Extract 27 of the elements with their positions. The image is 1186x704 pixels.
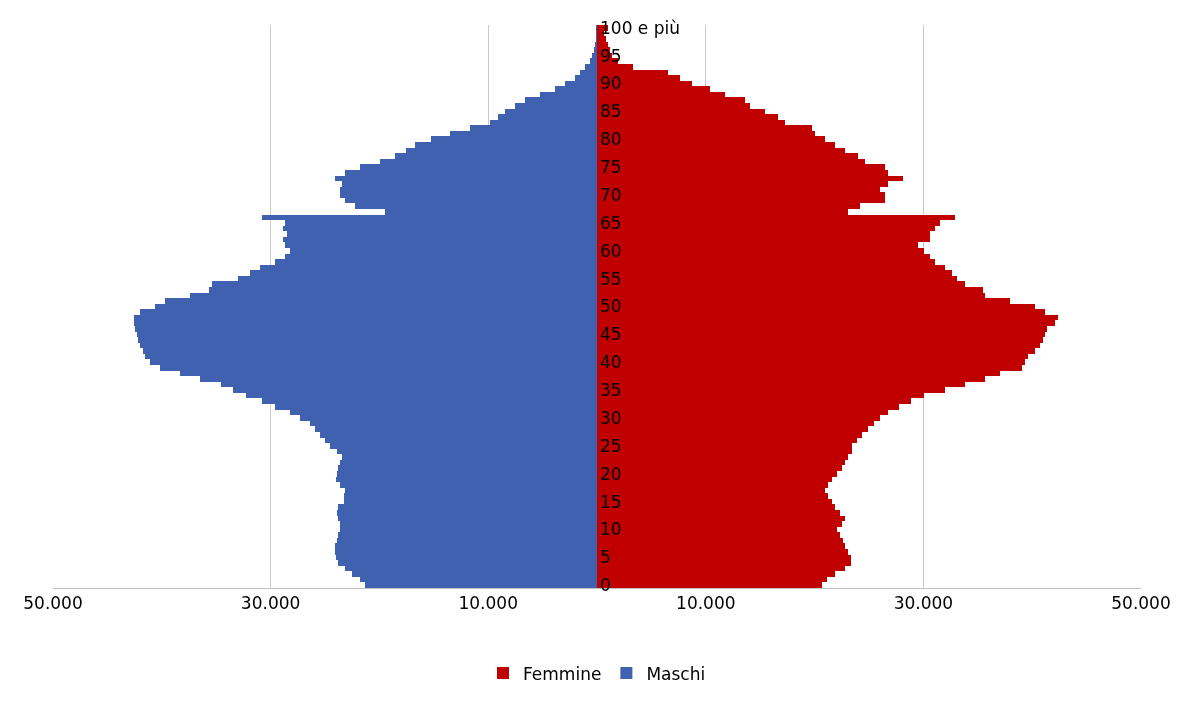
y-tick-label: 10 [600, 519, 622, 540]
y-tick-label: 35 [600, 380, 622, 401]
y-tick-label: 100 e più [600, 17, 681, 38]
y-tick-label: 45 [600, 324, 622, 345]
y-tick-label: 15 [600, 491, 622, 512]
y-tick-label: 20 [600, 463, 622, 484]
y-tick-label: 30 [600, 407, 622, 428]
y-tick-label: 80 [600, 129, 622, 150]
y-tick-label: 75 [600, 157, 622, 178]
x-tick-label: 10.000 [676, 593, 736, 614]
y-tick-label: 55 [600, 268, 622, 289]
x-tick-label: 30.000 [893, 593, 954, 614]
y-tick-label: 25 [600, 435, 622, 456]
x-tick-label: 10.000 [458, 593, 518, 614]
y-tick-label: 70 [600, 184, 622, 205]
legend-label: Femmine [523, 663, 602, 684]
y-tick-label: 90 [600, 73, 622, 94]
x-tick-label: 50.000 [1111, 593, 1171, 614]
y-tick-label: 50 [600, 296, 622, 317]
x-tick-label: 30.000 [240, 593, 301, 614]
legend-label: Maschi [646, 663, 706, 684]
y-tick-label: 85 [600, 101, 622, 122]
y-tick-label: 5 [600, 547, 611, 568]
y-tick-label: 40 [600, 352, 622, 373]
x-tick-label: 50.000 [23, 593, 83, 614]
y-tick-label: 65 [600, 212, 622, 233]
y-tick-label: 60 [600, 240, 622, 261]
